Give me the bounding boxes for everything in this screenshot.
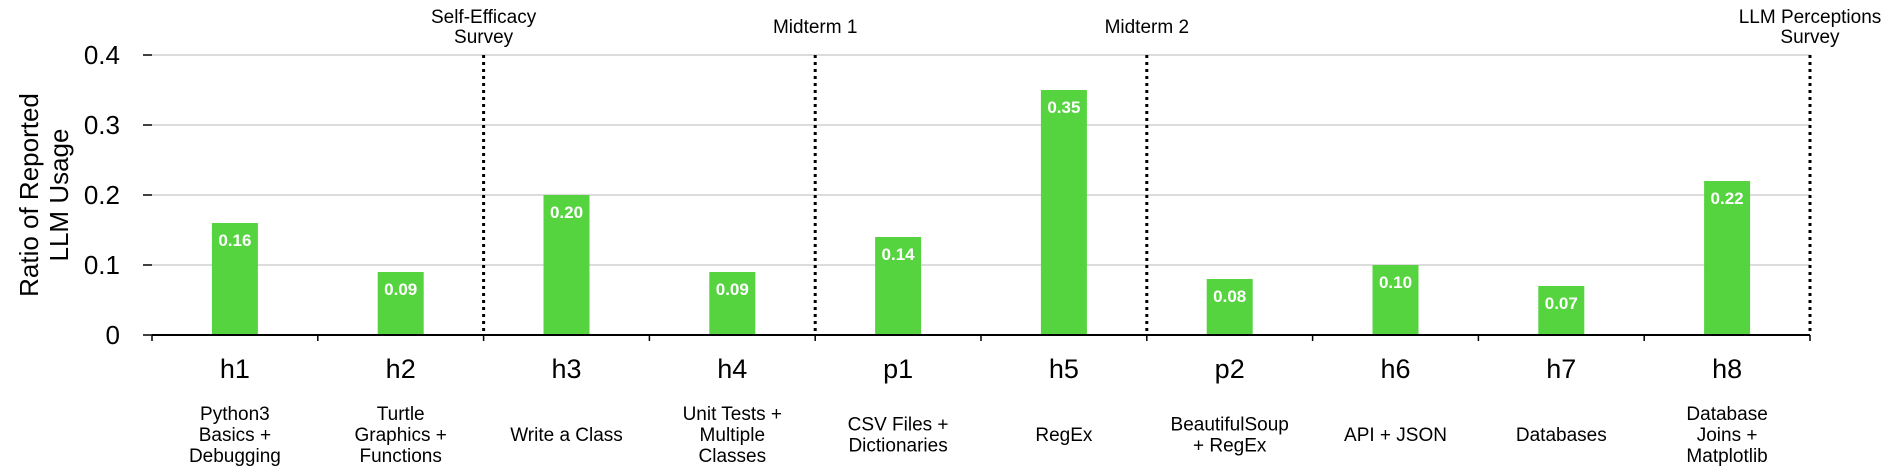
y-axis-label-line: Ratio of Reported [14, 93, 44, 297]
gridlines [152, 54, 1810, 266]
category-description: API + JSON [1344, 425, 1447, 446]
category-description: Databases [1516, 425, 1607, 446]
category-description: Basics + [199, 425, 271, 446]
data-label: 0.16 [218, 231, 251, 250]
category-description: Python3 [200, 404, 270, 425]
bar-h5 [1040, 90, 1087, 335]
marker-label: Midterm 1 [773, 17, 857, 38]
x-tick-label: h8 [1712, 354, 1742, 384]
bar-h7 [1538, 286, 1585, 335]
bars [211, 90, 1751, 335]
data-label: 0.20 [550, 203, 583, 222]
category-description: Joins + [1697, 425, 1758, 446]
marker-label: Survey [1780, 27, 1840, 48]
bar-h4 [709, 272, 756, 335]
category-description: Debugging [189, 446, 281, 467]
category-description: RegEx [1035, 425, 1093, 446]
category-description: Functions [360, 446, 442, 467]
category-description: Matplotlib [1686, 446, 1767, 467]
data-label: 0.09 [384, 280, 417, 299]
category-description: Graphics + [354, 425, 446, 446]
bar-h1 [211, 223, 258, 335]
category-description: Dictionaries [848, 436, 947, 457]
y-axis-label-line: LLM Usage [44, 129, 74, 262]
x-tick-label: h3 [551, 354, 581, 384]
y-tick-label: 0.2 [84, 180, 120, 210]
marker-lines [482, 55, 1812, 335]
x-tick-label: h2 [386, 354, 416, 384]
y-tick-label: 0 [106, 320, 120, 350]
data-label: 0.08 [1213, 287, 1246, 306]
data-label: 0.07 [1545, 294, 1578, 313]
x-tick-label: h1 [220, 354, 250, 384]
category-description: Database [1686, 404, 1767, 425]
data-label: 0.35 [1047, 98, 1080, 117]
marker-label: LLM Perceptions [1739, 7, 1882, 28]
bar-h2 [377, 272, 424, 335]
marker-label: Self-Efficacy [431, 7, 537, 28]
data-label: 0.09 [716, 280, 749, 299]
bar-p1 [875, 237, 922, 335]
category-description: Write a Class [510, 425, 623, 446]
y-tick-label: 0.1 [84, 250, 120, 280]
category-description: CSV Files + [848, 415, 949, 436]
bar-h6 [1372, 265, 1419, 335]
y-tick-label: 0.4 [84, 40, 120, 70]
bar-p2 [1206, 279, 1253, 335]
category-description: Multiple [700, 425, 765, 446]
bar-h8 [1704, 181, 1751, 335]
data-label: 0.14 [882, 245, 916, 264]
x-tick-label: h6 [1380, 354, 1410, 384]
axes: 0 0.1 0.2 0.3 0.4 [84, 40, 1811, 350]
marker-label: Midterm 2 [1105, 17, 1189, 38]
category-description: Classes [699, 446, 767, 467]
y-tick-label: 0.3 [84, 110, 120, 140]
marker-label: Survey [454, 27, 514, 48]
category-description: BeautifulSoup [1171, 415, 1289, 436]
bar-h3 [543, 195, 590, 335]
data-label: 0.22 [1711, 189, 1744, 208]
category-description: + RegEx [1193, 436, 1267, 457]
x-tick-label: p2 [1215, 354, 1245, 384]
x-tick-label: h7 [1546, 354, 1576, 384]
x-tick-label: p1 [883, 354, 913, 384]
data-label: 0.10 [1379, 273, 1412, 292]
y-axis-label: Ratio of ReportedLLM Usage [14, 93, 74, 297]
category-description: Unit Tests + [683, 404, 782, 425]
x-tick-label: h5 [1049, 354, 1079, 384]
category-description: Turtle [377, 404, 425, 425]
x-tick-label: h4 [717, 354, 747, 384]
